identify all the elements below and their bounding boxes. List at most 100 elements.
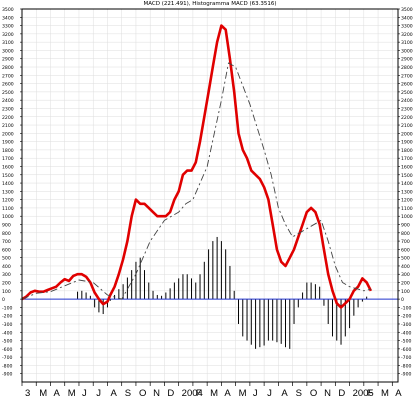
x-tick-label: D — [338, 388, 345, 399]
signal-line — [21, 62, 371, 300]
y-tick-label-right: 2400 — [401, 98, 413, 104]
y-tick-label-right: 2700 — [401, 73, 413, 79]
y-tick-label-left: 100 — [2, 289, 11, 295]
y-tick-label-left: 1500 — [2, 173, 14, 179]
x-tick-label: N — [153, 388, 160, 399]
y-tick-label-left: 2000 — [2, 131, 14, 137]
x-tick-label: F — [367, 388, 373, 399]
y-tick-label-left: -200 — [2, 314, 13, 320]
y-tick-label-right: 1400 — [401, 181, 413, 187]
x-tick-label: J — [267, 388, 272, 399]
y-tick-label-right: -800 — [401, 363, 412, 369]
y-tick-label-left: 2700 — [2, 73, 14, 79]
y-tick-label-left: -400 — [2, 330, 13, 336]
y-tick-label-right: 1700 — [401, 156, 413, 162]
y-tick-label-left: -600 — [2, 347, 13, 353]
series-lines — [21, 24, 373, 309]
y-tick-label-right: 1200 — [401, 198, 413, 204]
y-tick-label-left: 200 — [2, 281, 11, 287]
x-tick-label: J — [82, 388, 87, 399]
y-tick-label-right: 3200 — [401, 32, 413, 38]
plot-frame — [21, 8, 399, 383]
x-tick-label: S — [125, 388, 131, 399]
y-tick-label-right: -300 — [401, 322, 412, 328]
y-tick-label-right: -500 — [401, 339, 412, 345]
x-tick-label: M — [68, 388, 76, 399]
y-tick-label-left: 1900 — [2, 140, 14, 146]
y-tick-label-right: 2800 — [401, 65, 413, 71]
y-tick-label-left: 2500 — [2, 90, 14, 96]
x-tick-label: S — [296, 388, 302, 399]
y-tick-label-right: 2500 — [401, 90, 413, 96]
y-tick-label-left: 1100 — [2, 206, 14, 212]
y-tick-label-right: 700 — [401, 239, 410, 245]
y-tick-label-left: -100 — [2, 305, 13, 311]
x-tick-label: A — [281, 388, 288, 399]
y-tick-label-right: 2900 — [401, 57, 413, 63]
x-tick-label: O — [310, 388, 317, 399]
y-tick-label-left: 800 — [2, 231, 11, 237]
y-tick-label-right: 1800 — [401, 148, 413, 154]
y-tick-label-left: -300 — [2, 322, 13, 328]
y-tick-label-left: -800 — [2, 363, 13, 369]
y-tick-label-left: 1000 — [2, 214, 14, 220]
y-tick-label-right: 400 — [401, 264, 410, 270]
x-tick-label: 2004 — [182, 388, 203, 399]
y-tick-label-right: -700 — [401, 355, 412, 361]
x-tick-label: O — [139, 388, 146, 399]
x-tick-label: M — [381, 388, 389, 399]
y-tick-label-left: 1200 — [2, 198, 14, 204]
y-tick-label-right: 200 — [401, 281, 410, 287]
y-tick-label-right: 1100 — [401, 206, 413, 212]
y-tick-label-right: -900 — [401, 372, 412, 378]
y-tick-label-left: 1300 — [2, 189, 14, 195]
y-tick-label-left: 0 — [2, 297, 5, 303]
y-tick-label-right: 2000 — [401, 131, 413, 137]
y-tick-label-left: 1700 — [2, 156, 14, 162]
x-tick-label: 3 — [25, 388, 30, 399]
x-tick-label: A — [395, 388, 402, 399]
y-tick-label-left: -500 — [2, 339, 13, 345]
y-tick-label-left: -700 — [2, 355, 13, 361]
y-tick-label-right: 800 — [401, 231, 410, 237]
y-tick-label-left: 500 — [2, 256, 11, 262]
y-tick-label-right: 500 — [401, 256, 410, 262]
grid — [21, 8, 398, 382]
y-tick-label-left: 1400 — [2, 181, 14, 187]
y-tick-label-right: 2600 — [401, 82, 413, 88]
y-tick-label-right: 2100 — [401, 123, 413, 129]
y-tick-label-right: 3100 — [401, 40, 413, 46]
y-tick-label-right: 1000 — [401, 214, 413, 220]
y-tick-label-right: 3300 — [401, 24, 413, 30]
y-tick-label-right: 1900 — [401, 140, 413, 146]
y-tick-label-right: 3000 — [401, 48, 413, 54]
y-tick-label-right: 1300 — [401, 189, 413, 195]
y-tick-label-left: 900 — [2, 223, 11, 229]
y-tick-label-left: 2900 — [2, 57, 14, 63]
y-tick-label-right: -200 — [401, 314, 412, 320]
y-tick-label-right: 3500 — [401, 7, 413, 13]
y-tick-label-right: 2300 — [401, 106, 413, 112]
y-tick-label-left: 3000 — [2, 48, 14, 54]
x-tick-label: A — [110, 388, 117, 399]
y-tick-label-left: 3300 — [2, 24, 14, 30]
y-tick-label-left: 1800 — [2, 148, 14, 154]
y-axis-left: 3500340033003200310030002900280027002600… — [2, 7, 22, 378]
x-tick-label: J — [253, 388, 258, 399]
y-tick-label-left: 2100 — [2, 123, 14, 129]
y-tick-label-left: 3400 — [2, 15, 14, 21]
y-tick-label-left: 400 — [2, 264, 11, 270]
x-tick-label: M — [210, 388, 218, 399]
y-tick-label-right: 2200 — [401, 115, 413, 121]
y-tick-label-left: 2200 — [2, 115, 14, 121]
macd-line — [21, 24, 373, 309]
x-tick-label: J — [96, 388, 101, 399]
y-tick-label-left: 3500 — [2, 7, 14, 13]
x-tick-label: D — [167, 388, 174, 399]
y-tick-label-left: 2800 — [2, 65, 14, 71]
y-tick-label-right: 300 — [401, 272, 410, 278]
y-tick-label-right: 0 — [401, 297, 404, 303]
x-tick-label: 2005 — [353, 388, 374, 399]
chart-title: MACD (221.491), Histogramma MACD (63.351… — [143, 1, 277, 7]
